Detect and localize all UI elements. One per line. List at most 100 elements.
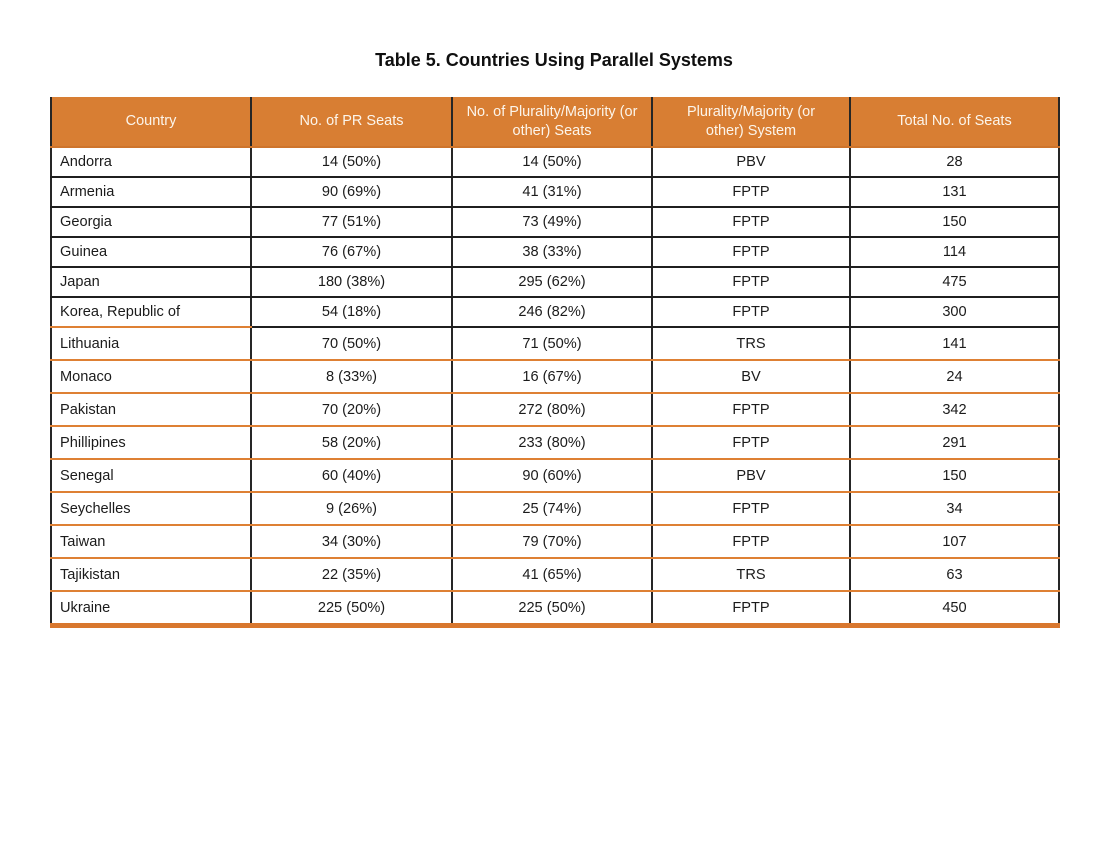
cell-pr-seats: 90 (69%) — [250, 177, 452, 208]
cell-country: Guinea — [51, 237, 251, 268]
table-row: Taiwan 34 (30%) 79 (70%) FPTP 107 — [51, 525, 1059, 559]
cell-pr-seats: 70 (20%) — [250, 393, 452, 427]
cell-total-seats: 131 — [849, 177, 1059, 208]
table-row: Japan 180 (38%) 295 (62%) FPTP 475 — [51, 267, 1059, 298]
cell-plurality-seats: 272 (80%) — [451, 393, 652, 427]
cell-total-seats: 475 — [849, 267, 1059, 298]
cell-system: FPTP — [651, 525, 850, 559]
cell-system: FPTP — [651, 237, 850, 268]
cell-pr-seats: 14 (50%) — [250, 147, 452, 178]
cell-country: Tajikistan — [51, 558, 251, 592]
cell-pr-seats: 22 (35%) — [250, 558, 452, 592]
cell-country: Georgia — [51, 207, 251, 238]
cell-total-seats: 34 — [849, 492, 1059, 526]
cell-total-seats: 24 — [849, 360, 1059, 394]
table-container: Country No. of PR Seats No. of Plurality… — [50, 97, 1060, 628]
cell-system: PBV — [651, 459, 850, 493]
table-row: Ukraine 225 (50%) 225 (50%) FPTP 450 — [51, 591, 1059, 626]
cell-system: FPTP — [651, 207, 850, 238]
table-row: Korea, Republic of 54 (18%) 246 (82%) FP… — [51, 297, 1059, 328]
cell-total-seats: 150 — [849, 459, 1059, 493]
page-title: Table 5. Countries Using Parallel System… — [375, 50, 733, 70]
table-row: Tajikistan 22 (35%) 41 (65%) TRS 63 — [51, 558, 1059, 592]
cell-pr-seats: 180 (38%) — [250, 267, 452, 298]
table-row: Georgia 77 (51%) 73 (49%) FPTP 150 — [51, 207, 1059, 238]
table-row: Lithuania 70 (50%) 71 (50%) TRS 141 — [51, 327, 1059, 361]
cell-total-seats: 150 — [849, 207, 1059, 238]
cell-system: FPTP — [651, 426, 850, 460]
cell-plurality-seats: 71 (50%) — [451, 327, 652, 361]
cell-country: Pakistan — [51, 393, 251, 427]
cell-country: Korea, Republic of — [51, 297, 251, 328]
table-row: Seychelles 9 (26%) 25 (74%) FPTP 34 — [51, 492, 1059, 526]
cell-pr-seats: 34 (30%) — [250, 525, 452, 559]
cell-pr-seats: 77 (51%) — [250, 207, 452, 238]
cell-system: FPTP — [651, 591, 850, 626]
cell-plurality-seats: 233 (80%) — [451, 426, 652, 460]
cell-pr-seats: 58 (20%) — [250, 426, 452, 460]
cell-plurality-seats: 246 (82%) — [451, 297, 652, 328]
cell-pr-seats: 76 (67%) — [250, 237, 452, 268]
cell-total-seats: 291 — [849, 426, 1059, 460]
cell-plurality-seats: 38 (33%) — [451, 237, 652, 268]
cell-country: Taiwan — [51, 525, 251, 559]
cell-pr-seats: 8 (33%) — [250, 360, 452, 394]
table-row: Armenia 90 (69%) 41 (31%) FPTP 131 — [51, 177, 1059, 208]
cell-system: FPTP — [651, 267, 850, 298]
cell-country: Seychelles — [51, 492, 251, 526]
cell-system: FPTP — [651, 177, 850, 208]
column-header-plurality-system: Plurality/Majority (or other) System — [651, 97, 850, 148]
table-row: Pakistan 70 (20%) 272 (80%) FPTP 342 — [51, 393, 1059, 427]
table-row: Andorra 14 (50%) 14 (50%) PBV 28 — [51, 147, 1059, 178]
cell-plurality-seats: 295 (62%) — [451, 267, 652, 298]
column-header-pr-seats: No. of PR Seats — [250, 97, 452, 148]
cell-country: Japan — [51, 267, 251, 298]
cell-plurality-seats: 90 (60%) — [451, 459, 652, 493]
cell-system: FPTP — [651, 492, 850, 526]
table-row: Senegal 60 (40%) 90 (60%) PBV 150 — [51, 459, 1059, 493]
cell-plurality-seats: 14 (50%) — [451, 147, 652, 178]
cell-plurality-seats: 41 (31%) — [451, 177, 652, 208]
cell-total-seats: 28 — [849, 147, 1059, 178]
cell-country: Lithuania — [51, 327, 251, 361]
cell-country: Monaco — [51, 360, 251, 394]
cell-total-seats: 114 — [849, 237, 1059, 268]
cell-system: BV — [651, 360, 850, 394]
cell-system: PBV — [651, 147, 850, 178]
cell-pr-seats: 60 (40%) — [250, 459, 452, 493]
cell-plurality-seats: 79 (70%) — [451, 525, 652, 559]
cell-system: TRS — [651, 327, 850, 361]
cell-plurality-seats: 16 (67%) — [451, 360, 652, 394]
cell-country: Andorra — [51, 147, 251, 178]
column-header-country: Country — [51, 97, 251, 148]
cell-pr-seats: 54 (18%) — [250, 297, 452, 328]
cell-plurality-seats: 41 (65%) — [451, 558, 652, 592]
cell-country: Phillipines — [51, 426, 251, 460]
cell-country: Senegal — [51, 459, 251, 493]
cell-system: TRS — [651, 558, 850, 592]
cell-total-seats: 141 — [849, 327, 1059, 361]
cell-country: Armenia — [51, 177, 251, 208]
table-row: Guinea 76 (67%) 38 (33%) FPTP 114 — [51, 237, 1059, 268]
cell-total-seats: 342 — [849, 393, 1059, 427]
parallel-systems-table: Country No. of PR Seats No. of Plurality… — [50, 97, 1060, 628]
table-row: Phillipines 58 (20%) 233 (80%) FPTP 291 — [51, 426, 1059, 460]
cell-pr-seats: 9 (26%) — [250, 492, 452, 526]
cell-system: FPTP — [651, 393, 850, 427]
table-header-row: Country No. of PR Seats No. of Plurality… — [51, 97, 1059, 148]
cell-plurality-seats: 25 (74%) — [451, 492, 652, 526]
column-header-total-seats: Total No. of Seats — [849, 97, 1059, 148]
cell-total-seats: 63 — [849, 558, 1059, 592]
cell-total-seats: 450 — [849, 591, 1059, 626]
cell-total-seats: 107 — [849, 525, 1059, 559]
column-header-plurality-seats: No. of Plurality/Majority (or other) Sea… — [451, 97, 652, 148]
table-row: Monaco 8 (33%) 16 (67%) BV 24 — [51, 360, 1059, 394]
cell-plurality-seats: 73 (49%) — [451, 207, 652, 238]
cell-system: FPTP — [651, 297, 850, 328]
cell-country: Ukraine — [60, 599, 111, 616]
cell-pr-seats: 70 (50%) — [250, 327, 452, 361]
cell-pr-seats: 225 (50%) — [250, 591, 452, 626]
cell-total-seats: 300 — [849, 297, 1059, 328]
cell-plurality-seats: 225 (50%) — [451, 591, 652, 626]
